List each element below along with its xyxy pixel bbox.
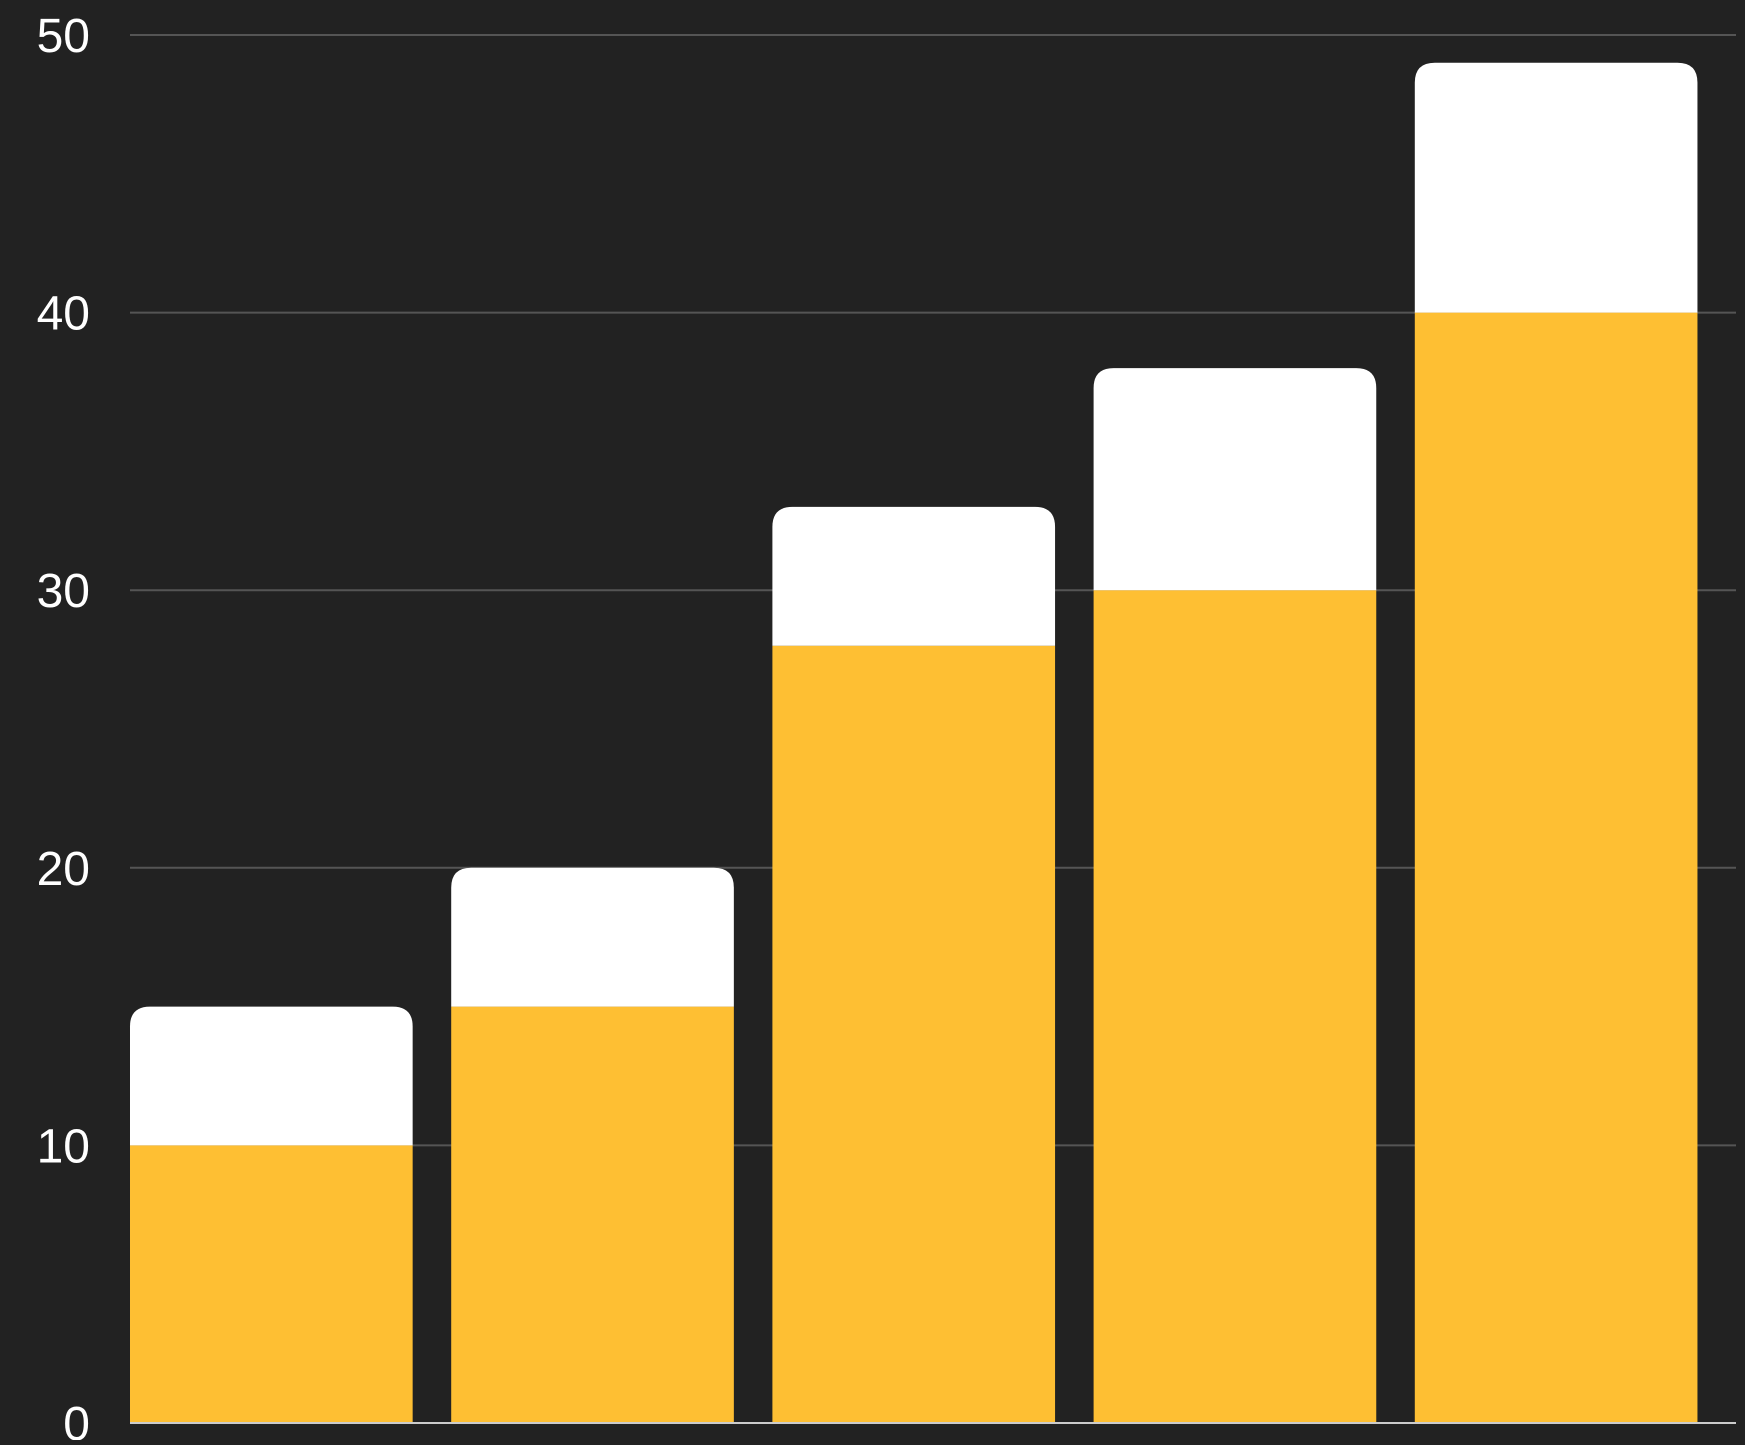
- y-tick-label: 20: [37, 843, 90, 896]
- y-tick-label: 50: [37, 10, 90, 63]
- bar-group-1: [130, 1006, 413, 1423]
- bar-group-3: [772, 506, 1056, 1423]
- bar-group-5: [1414, 62, 1698, 1424]
- bar-segment-3-series-1: [772, 645, 1056, 1423]
- bar-segment-1-series-2: [130, 1006, 413, 1146]
- bar-segment-5-series-1: [1414, 312, 1698, 1424]
- bar-group-2: [451, 867, 734, 1423]
- y-tick-label: 0: [63, 1398, 90, 1440]
- y-tick-label: 10: [37, 1120, 90, 1173]
- bar-segment-1-series-1: [130, 1145, 413, 1423]
- bar-segment-4-series-1: [1093, 590, 1377, 1423]
- y-tick-label: 30: [37, 565, 90, 618]
- bar-segment-2-series-2: [451, 867, 734, 1007]
- bars: [130, 62, 1698, 1424]
- bar-group-4: [1093, 368, 1377, 1423]
- y-axis-tick-labels: 0 10 20 30 40 50: [37, 10, 90, 1445]
- bar-segment-5-series-2: [1414, 62, 1698, 313]
- y-tick-label: 40: [37, 288, 90, 341]
- bar-segment-3-series-2: [772, 506, 1056, 646]
- bar-segment-4-series-2: [1093, 368, 1377, 591]
- bar-segment-2-series-1: [451, 1006, 734, 1423]
